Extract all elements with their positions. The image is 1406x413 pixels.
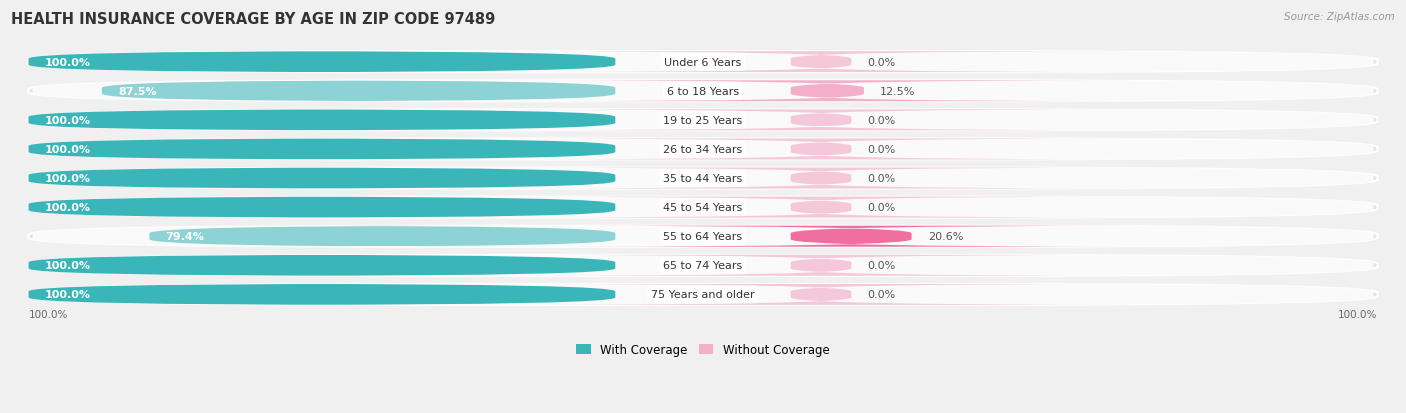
Text: 100.0%: 100.0% xyxy=(45,290,90,300)
FancyBboxPatch shape xyxy=(28,255,1378,276)
FancyBboxPatch shape xyxy=(32,197,1374,218)
FancyBboxPatch shape xyxy=(28,139,616,160)
Text: 26 to 34 Years: 26 to 34 Years xyxy=(664,145,742,154)
Text: 35 to 44 Years: 35 to 44 Years xyxy=(664,173,742,184)
Text: 100.0%: 100.0% xyxy=(45,173,90,184)
FancyBboxPatch shape xyxy=(505,284,1137,305)
FancyBboxPatch shape xyxy=(505,197,1137,218)
Text: 0.0%: 0.0% xyxy=(868,145,896,154)
Text: Source: ZipAtlas.com: Source: ZipAtlas.com xyxy=(1284,12,1395,22)
FancyBboxPatch shape xyxy=(505,139,1137,160)
FancyBboxPatch shape xyxy=(505,168,1137,189)
FancyBboxPatch shape xyxy=(28,197,1378,218)
FancyBboxPatch shape xyxy=(32,139,1374,160)
Text: Under 6 Years: Under 6 Years xyxy=(665,57,741,67)
Text: 79.4%: 79.4% xyxy=(166,232,204,242)
FancyBboxPatch shape xyxy=(28,168,1378,189)
Text: 55 to 64 Years: 55 to 64 Years xyxy=(664,232,742,242)
FancyBboxPatch shape xyxy=(505,52,1137,73)
FancyBboxPatch shape xyxy=(505,255,1137,276)
Text: 12.5%: 12.5% xyxy=(880,87,915,97)
FancyBboxPatch shape xyxy=(505,110,1137,131)
FancyBboxPatch shape xyxy=(28,168,616,189)
FancyBboxPatch shape xyxy=(28,81,1378,102)
FancyBboxPatch shape xyxy=(28,226,1378,247)
Text: 100.0%: 100.0% xyxy=(28,309,67,319)
Text: 6 to 18 Years: 6 to 18 Years xyxy=(666,87,740,97)
FancyBboxPatch shape xyxy=(28,52,1378,73)
FancyBboxPatch shape xyxy=(28,284,616,305)
Text: 100.0%: 100.0% xyxy=(1339,309,1378,319)
FancyBboxPatch shape xyxy=(32,110,1374,131)
FancyBboxPatch shape xyxy=(32,169,1374,189)
Text: 100.0%: 100.0% xyxy=(45,116,90,126)
Text: HEALTH INSURANCE COVERAGE BY AGE IN ZIP CODE 97489: HEALTH INSURANCE COVERAGE BY AGE IN ZIP … xyxy=(11,12,495,27)
FancyBboxPatch shape xyxy=(32,285,1374,305)
Text: 0.0%: 0.0% xyxy=(868,290,896,300)
Text: 0.0%: 0.0% xyxy=(868,261,896,271)
Text: 75 Years and older: 75 Years and older xyxy=(651,290,755,300)
FancyBboxPatch shape xyxy=(28,110,616,131)
Text: 87.5%: 87.5% xyxy=(118,87,156,97)
FancyBboxPatch shape xyxy=(28,110,1378,131)
FancyBboxPatch shape xyxy=(517,81,1137,102)
Text: 100.0%: 100.0% xyxy=(45,261,90,271)
FancyBboxPatch shape xyxy=(32,52,1374,73)
FancyBboxPatch shape xyxy=(32,81,1374,102)
FancyBboxPatch shape xyxy=(149,226,616,247)
Text: 100.0%: 100.0% xyxy=(45,57,90,67)
FancyBboxPatch shape xyxy=(28,52,616,73)
FancyBboxPatch shape xyxy=(101,81,616,102)
FancyBboxPatch shape xyxy=(565,226,1137,247)
Text: 0.0%: 0.0% xyxy=(868,173,896,184)
Text: 100.0%: 100.0% xyxy=(45,203,90,213)
Text: 0.0%: 0.0% xyxy=(868,116,896,126)
Text: 0.0%: 0.0% xyxy=(868,57,896,67)
Legend: With Coverage, Without Coverage: With Coverage, Without Coverage xyxy=(572,338,834,361)
Text: 45 to 54 Years: 45 to 54 Years xyxy=(664,203,742,213)
Text: 20.6%: 20.6% xyxy=(928,232,963,242)
FancyBboxPatch shape xyxy=(28,197,616,218)
Text: 19 to 25 Years: 19 to 25 Years xyxy=(664,116,742,126)
FancyBboxPatch shape xyxy=(32,226,1374,247)
Text: 65 to 74 Years: 65 to 74 Years xyxy=(664,261,742,271)
FancyBboxPatch shape xyxy=(28,255,616,276)
Text: 100.0%: 100.0% xyxy=(45,145,90,154)
Text: 0.0%: 0.0% xyxy=(868,203,896,213)
FancyBboxPatch shape xyxy=(28,284,1378,305)
FancyBboxPatch shape xyxy=(28,139,1378,160)
FancyBboxPatch shape xyxy=(32,255,1374,276)
